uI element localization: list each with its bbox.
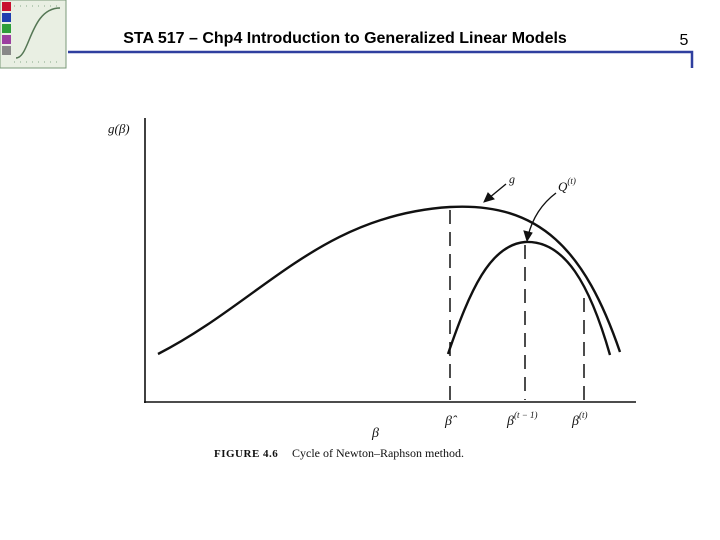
q-curve xyxy=(446,240,612,356)
arrow xyxy=(488,183,507,199)
logo xyxy=(0,0,67,69)
label-base: β xyxy=(506,414,514,429)
figure xyxy=(144,118,636,403)
label-base: Q xyxy=(558,179,568,194)
label-sup: (t − 1) xyxy=(514,410,538,420)
caption-text: Cycle of Newton–Raphson method. xyxy=(292,446,464,460)
header-rule xyxy=(68,50,694,68)
slide-title: STA 517 – Chp4 Introduction to Generaliz… xyxy=(123,30,567,47)
page-number: 5 xyxy=(680,32,689,49)
label-sup: (t) xyxy=(579,410,588,420)
arrowhead xyxy=(523,230,533,243)
x-axis-label: β xyxy=(371,426,379,441)
g-curve xyxy=(157,205,622,356)
curve-label: g xyxy=(509,172,515,186)
label-base: β xyxy=(571,414,579,429)
y-axis-label: g(β) xyxy=(108,121,130,136)
arrowhead xyxy=(483,192,495,203)
label-sup: (t) xyxy=(567,176,576,186)
x-mark-label: β(t − 1) xyxy=(506,410,538,429)
curve-label: Q(t) xyxy=(558,176,576,194)
caption-number: FIGURE 4.6 xyxy=(214,448,278,460)
label-base: β̂ xyxy=(444,414,458,429)
x-mark-label: β̂ xyxy=(444,414,458,429)
x-mark-label: β(t) xyxy=(571,410,587,429)
